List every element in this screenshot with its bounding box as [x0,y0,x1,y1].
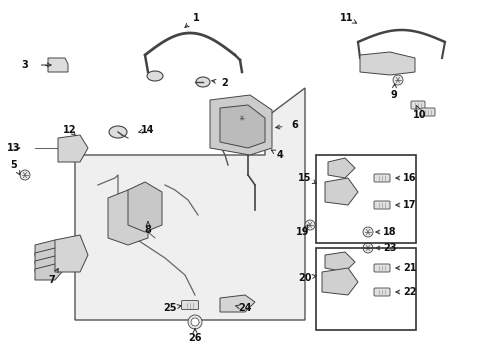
Text: 11: 11 [340,13,353,23]
Text: 3: 3 [21,60,28,70]
Polygon shape [359,52,414,75]
Circle shape [392,75,402,85]
Circle shape [238,114,245,122]
Text: 7: 7 [48,275,55,285]
FancyBboxPatch shape [373,201,389,209]
Polygon shape [325,178,357,205]
Ellipse shape [109,126,127,138]
Polygon shape [220,295,254,312]
Text: 22: 22 [403,287,416,297]
FancyBboxPatch shape [420,108,434,116]
Text: 15: 15 [298,173,311,183]
Bar [315,155,415,243]
Text: 18: 18 [383,227,396,237]
Circle shape [362,227,372,237]
Text: 26: 26 [188,333,202,343]
Text: 2: 2 [221,78,228,88]
Ellipse shape [147,71,163,81]
Circle shape [362,243,372,253]
Ellipse shape [196,77,209,87]
Text: 19: 19 [296,227,309,237]
Text: 12: 12 [63,125,77,135]
Polygon shape [75,88,305,320]
Polygon shape [325,252,354,272]
Polygon shape [48,58,68,72]
Polygon shape [35,256,62,272]
Text: 24: 24 [238,303,251,313]
Text: 25: 25 [163,303,176,313]
Circle shape [191,318,199,326]
Polygon shape [35,248,62,264]
FancyBboxPatch shape [373,264,389,272]
Polygon shape [108,190,148,245]
Text: 10: 10 [412,110,426,120]
FancyBboxPatch shape [373,288,389,296]
Polygon shape [58,135,88,162]
Text: 17: 17 [403,200,416,210]
Polygon shape [55,235,88,272]
Text: 14: 14 [141,125,154,135]
Text: 13: 13 [7,143,20,153]
Text: 4: 4 [276,150,283,160]
Circle shape [20,170,30,180]
Circle shape [305,220,314,230]
Polygon shape [35,264,62,280]
Polygon shape [35,240,62,256]
Text: 9: 9 [390,90,397,100]
Bar [315,248,415,330]
Polygon shape [321,268,357,295]
Polygon shape [327,158,354,178]
Text: 1: 1 [192,13,199,23]
Polygon shape [220,105,264,148]
FancyBboxPatch shape [373,174,389,182]
Text: 23: 23 [383,243,396,253]
Text: 20: 20 [298,273,311,283]
Text: 21: 21 [403,263,416,273]
FancyBboxPatch shape [181,301,198,310]
Text: 6: 6 [291,120,298,130]
Polygon shape [209,95,271,155]
Text: 5: 5 [11,160,18,170]
FancyBboxPatch shape [410,101,424,109]
Text: 16: 16 [403,173,416,183]
Circle shape [187,315,202,329]
Text: 8: 8 [144,225,151,235]
Polygon shape [128,182,162,232]
